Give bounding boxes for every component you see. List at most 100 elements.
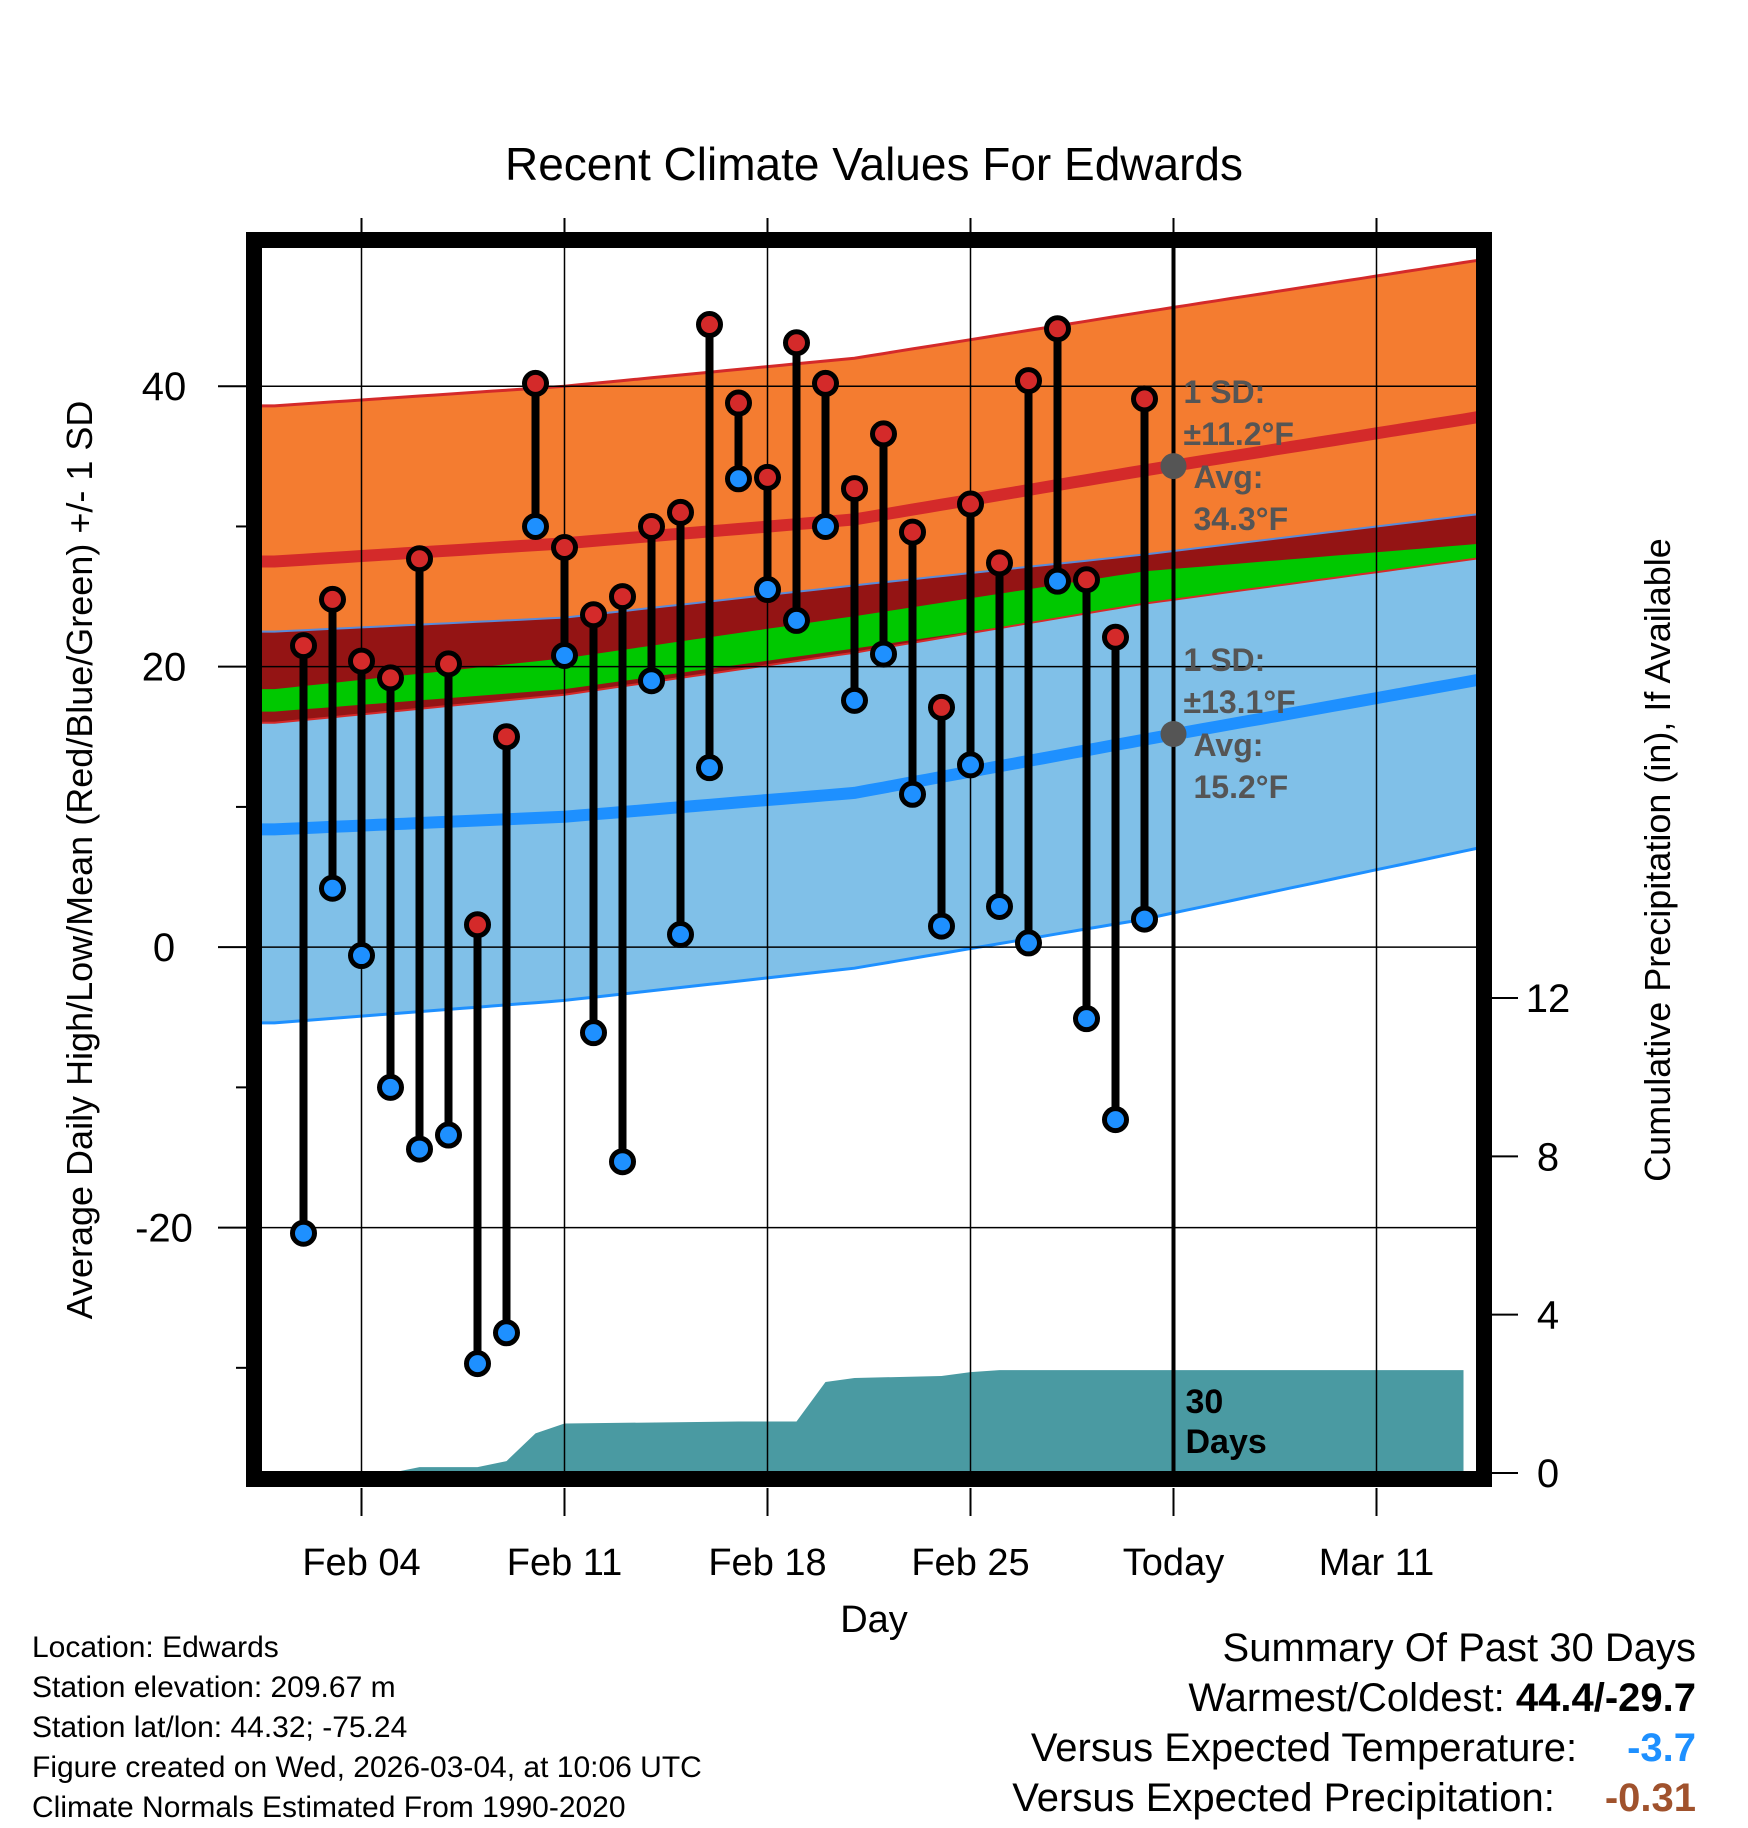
y-axis-label: Average Daily High/Low/Mean (Red/Blue/Gr… xyxy=(59,401,100,1320)
y-tick-label: -20 xyxy=(135,1207,193,1251)
daily-low-point xyxy=(1044,567,1071,595)
daily-low-point xyxy=(551,641,578,669)
precip-area xyxy=(274,1370,1464,1473)
low-avg-value: 15.2°F xyxy=(1194,769,1289,805)
daily-high-point xyxy=(1102,623,1129,651)
daily-low-point xyxy=(464,1350,491,1378)
daily-low-point xyxy=(725,465,752,493)
info-location: Location: Edwards xyxy=(32,1631,279,1664)
warm-cold-value: 44.4/-29.7 xyxy=(1515,1676,1696,1720)
daily-high-point xyxy=(609,583,636,611)
daily-high-point xyxy=(754,463,781,491)
daily-low-point xyxy=(957,751,984,779)
daily-high-point xyxy=(580,601,607,629)
normal-low-avg-line xyxy=(260,673,1480,836)
summary-title: Summary Of Past 30 Days xyxy=(1222,1626,1696,1670)
x-tick-label: Today xyxy=(1123,1542,1224,1584)
x-tick-label: Feb 18 xyxy=(708,1542,826,1584)
daily-high-point xyxy=(899,518,926,546)
daily-high-point xyxy=(406,545,433,573)
daily-high-point xyxy=(551,533,578,561)
y2-tick-label: 4 xyxy=(1537,1294,1559,1338)
daily-high-point xyxy=(667,498,694,526)
daily-low-point xyxy=(1102,1106,1129,1134)
temp-value: -3.7 xyxy=(1627,1726,1696,1770)
y-tick-label: 20 xyxy=(142,646,187,690)
daily-low-point xyxy=(522,512,549,540)
chart-title: Recent Climate Values For Edwards xyxy=(505,138,1243,190)
summary-warm-cold: Warmest/Coldest: 44.4/-29.7 xyxy=(1188,1673,1696,1723)
daily-low-point xyxy=(1015,929,1042,957)
warm-cold-label: Warmest/Coldest: xyxy=(1188,1676,1505,1720)
daily-low-point xyxy=(783,606,810,634)
daily-low-point xyxy=(841,686,868,714)
info-elevation: Station elevation: 209.67 m xyxy=(32,1671,396,1704)
daily-low-point xyxy=(493,1319,520,1347)
precip-value: -0.31 xyxy=(1604,1776,1696,1820)
daily-high-point xyxy=(522,369,549,397)
info-normals: Climate Normals Estimated From 1990-2020 xyxy=(32,1791,626,1824)
low-sd-label: 1 SD: xyxy=(1184,642,1266,678)
daily-low-point xyxy=(899,780,926,808)
daily-high-point xyxy=(464,911,491,939)
daily-low-point xyxy=(870,640,897,668)
high-avg-marker xyxy=(1160,453,1187,480)
daily-low-point xyxy=(638,667,665,695)
daily-low-point xyxy=(319,874,346,902)
daily-high-point xyxy=(696,311,723,339)
daily-high-point xyxy=(812,369,839,397)
x-tick-label: Feb 04 xyxy=(302,1542,420,1584)
y2-tick-label: 12 xyxy=(1526,977,1571,1021)
daily-high-point xyxy=(928,693,955,721)
daily-low-point xyxy=(667,921,694,949)
normal-low-lower-line xyxy=(260,846,1479,1025)
daily-low-point xyxy=(435,1121,462,1149)
daily-low-point xyxy=(812,512,839,540)
high-avg-label: Avg: xyxy=(1194,459,1264,495)
daily-low-point xyxy=(754,576,781,604)
daily-low-point xyxy=(1073,1005,1100,1033)
normal-high-avg-line xyxy=(260,411,1479,568)
normal-high-lower-line xyxy=(260,513,1479,633)
low-sd-value: ±13.1°F xyxy=(1184,684,1296,720)
daily-low-point xyxy=(609,1148,636,1176)
daily-high-point xyxy=(1044,315,1071,343)
daily-high-point xyxy=(435,650,462,678)
daily-low-point xyxy=(928,912,955,940)
daily-high-point xyxy=(1073,566,1100,594)
low-avg-label: Avg: xyxy=(1194,727,1264,763)
days-label-text: Days xyxy=(1186,1423,1267,1461)
y2-axis-label: Cumulative Precipitation (in), If Availa… xyxy=(1637,538,1678,1182)
daily-low-point xyxy=(1131,905,1158,933)
daily-low-point xyxy=(348,942,375,970)
daily-high-point xyxy=(783,329,810,357)
x-axis-label: Day xyxy=(840,1599,908,1641)
low-avg-marker xyxy=(1160,720,1187,747)
daily-high-point xyxy=(957,490,984,518)
daily-low-point xyxy=(986,892,1013,920)
daily-high-point xyxy=(493,723,520,751)
summary-temp: Versus Expected Temperature: -3.7 xyxy=(1031,1723,1696,1773)
info-created: Figure created on Wed, 2026-03-04, at 10… xyxy=(32,1751,702,1784)
plot-area: Feb 04 Feb 11 Feb 18 Feb 25 Today Mar 11 -20 0 2… xyxy=(135,218,1570,1584)
daily-high-point xyxy=(725,389,752,417)
daily-high-point xyxy=(290,632,317,660)
daily-high-point xyxy=(1015,367,1042,395)
daily-low-point xyxy=(377,1073,404,1101)
y2-tick-label: 0 xyxy=(1537,1452,1559,1496)
summary-precip: Versus Expected Precipitation: -0.31 xyxy=(1012,1773,1696,1823)
daily-low-point xyxy=(406,1135,433,1163)
daily-high-point xyxy=(348,647,375,675)
x-tick-label: Feb 11 xyxy=(507,1542,622,1584)
plot-frame xyxy=(246,232,1492,1487)
daily-low-point xyxy=(580,1019,607,1047)
daily-high-point xyxy=(377,664,404,692)
high-avg-value: 34.3°F xyxy=(1194,501,1289,537)
temp-label: Versus Expected Temperature: xyxy=(1030,1726,1578,1770)
info-latlon: Station lat/lon: 44.32; -75.24 xyxy=(32,1711,408,1744)
high-sd-label: 1 SD: xyxy=(1184,374,1266,410)
daily-high-point xyxy=(870,420,897,448)
daily-high-point xyxy=(319,585,346,613)
y-tick-label: 0 xyxy=(153,926,175,970)
